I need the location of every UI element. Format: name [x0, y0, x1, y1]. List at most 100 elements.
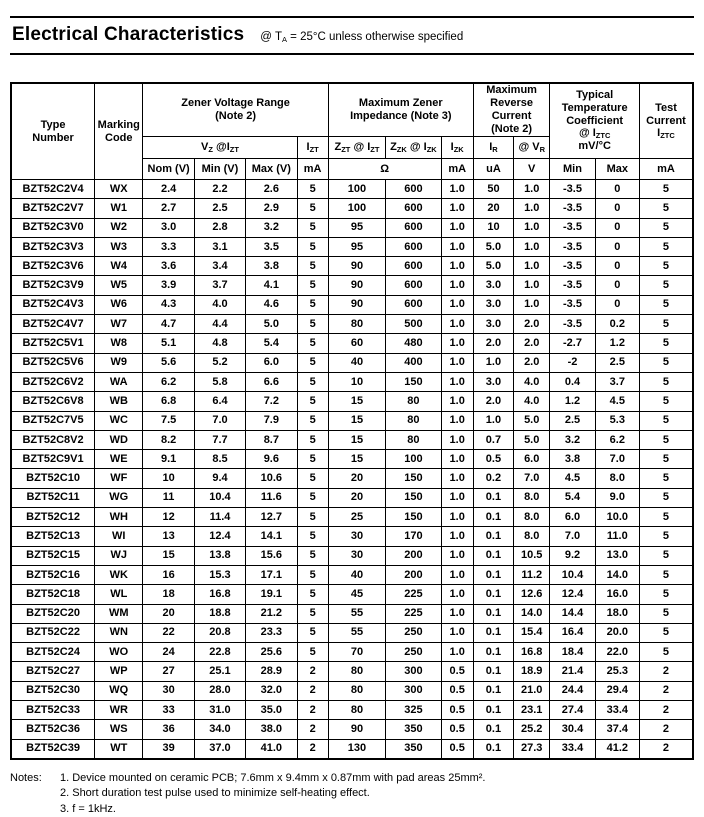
- cell-vz-min: 25.1: [193, 661, 247, 682]
- cell-vz-max: 6.0: [245, 352, 298, 373]
- table-row: BZT52C2V4 WX 2.4 2.2 2.6 5 100 600 1.0 50 1.0 -3.5 0…: [10, 178, 694, 200]
- cell-type-number: BZT52C11: [10, 487, 96, 509]
- cell-temp-coeff-max: 6.2: [594, 429, 640, 451]
- col-header-type-number: Type Number: [10, 82, 96, 180]
- cell-vz-nom: 15: [142, 545, 195, 566]
- cell-temp-coeff-min: 33.4: [549, 738, 596, 760]
- cell-izt: 5: [296, 564, 329, 586]
- cell-marking-code: WB: [94, 391, 144, 412]
- cell-reverse-voltage-vr: 1.0: [513, 256, 551, 277]
- cell-temp-coeff-min: 0.4: [549, 371, 596, 393]
- cell-type-number: BZT52C24: [10, 642, 96, 663]
- cell-reverse-voltage-vr: 23.1: [513, 700, 551, 721]
- cell-vz-max: 3.2: [245, 217, 298, 238]
- cell-vz-nom: 27: [142, 661, 195, 682]
- cell-vz-max: 14.1: [245, 526, 298, 547]
- cell-zzt-impedance: 90: [327, 719, 387, 740]
- cell-vz-min: 28.0: [193, 680, 247, 702]
- table-row: BZT52C18 WL 18 16.8 19.1 5 45 225 1.0 0.1 12.6 12.4…: [10, 584, 694, 605]
- cell-vz-nom: 39: [142, 738, 195, 760]
- cell-vz-nom: 20: [142, 603, 195, 624]
- cell-temp-coeff-max: 14.0: [594, 564, 640, 586]
- table-row: BZT52C22 WN 22 20.8 23.3 5 55 250 1.0 0.1 15.4 16.4…: [10, 622, 694, 644]
- electrical-characteristics-table: Type Number Marking Code Zener Voltage Ran…: [10, 82, 694, 760]
- cell-vz-nom: 6.2: [142, 371, 195, 393]
- cell-marking-code: WN: [94, 622, 144, 644]
- cell-izt: 5: [296, 217, 329, 238]
- cell-zzk-impedance: 250: [385, 642, 442, 663]
- table-row: BZT52C6V2 WA 6.2 5.8 6.6 5 10 150 1.0 3.0 4.0 0.4 3.…: [10, 371, 694, 393]
- cell-reverse-current-ir: 3.0: [472, 314, 515, 335]
- cell-vz-nom: 36: [142, 719, 195, 740]
- cell-zzk-impedance: 500: [385, 314, 442, 335]
- cell-reverse-voltage-vr: 1.0: [513, 178, 551, 200]
- cell-type-number: BZT52C2V7: [10, 198, 96, 219]
- cell-vz-max: 10.6: [245, 468, 298, 489]
- cell-reverse-current-ir: 0.1: [472, 545, 515, 566]
- cell-temp-coeff-max: 0: [594, 236, 640, 258]
- cell-marking-code: W5: [94, 275, 144, 296]
- cell-marking-code: WH: [94, 507, 144, 528]
- cell-reverse-voltage-vr: 4.0: [513, 391, 551, 412]
- cell-type-number: BZT52C5V1: [10, 333, 96, 354]
- cell-izt: 5: [296, 391, 329, 412]
- cell-izk: 1.0: [440, 178, 474, 200]
- cell-zzk-impedance: 480: [385, 333, 442, 354]
- cell-zzt-impedance: 20: [327, 487, 387, 509]
- cell-izk: 1.0: [440, 391, 474, 412]
- cell-test-current: 5: [638, 487, 694, 509]
- cell-reverse-current-ir: 0.1: [472, 564, 515, 586]
- cell-type-number: BZT52C6V2: [10, 371, 96, 393]
- cell-test-current: 5: [638, 371, 694, 393]
- cell-zzk-impedance: 600: [385, 294, 442, 316]
- cell-temp-coeff-max: 22.0: [594, 642, 640, 663]
- cell-zzk-impedance: 250: [385, 622, 442, 644]
- cell-reverse-voltage-vr: 1.0: [513, 275, 551, 296]
- cell-reverse-current-ir: 0.1: [472, 507, 515, 528]
- cell-vz-max: 32.0: [245, 680, 298, 702]
- table-row: BZT52C27 WP 27 25.1 28.9 2 80 300 0.5 0.1 18.9 21.4…: [10, 661, 694, 682]
- cell-test-current: 2: [638, 700, 694, 721]
- cell-temp-coeff-max: 20.0: [594, 622, 640, 644]
- cell-type-number: BZT52C27: [10, 661, 96, 682]
- cell-izk: 1.0: [440, 564, 474, 586]
- unit-nom-v: Nom (V): [142, 158, 195, 180]
- cell-vz-nom: 9.1: [142, 449, 195, 470]
- cell-izt: 5: [296, 371, 329, 393]
- cell-zzt-impedance: 15: [327, 410, 387, 431]
- cell-marking-code: WM: [94, 603, 144, 624]
- cell-temp-coeff-min: 2.5: [549, 410, 596, 431]
- cell-zzt-impedance: 55: [327, 622, 387, 644]
- cell-reverse-current-ir: 0.1: [472, 719, 515, 740]
- cell-vz-max: 7.9: [245, 410, 298, 431]
- cell-marking-code: WT: [94, 738, 144, 760]
- cell-reverse-voltage-vr: 4.0: [513, 371, 551, 393]
- cell-izt: 5: [296, 545, 329, 566]
- cell-izk: 1.0: [440, 256, 474, 277]
- cell-type-number: BZT52C3V9: [10, 275, 96, 296]
- cell-izt: 5: [296, 275, 329, 296]
- cell-zzk-impedance: 200: [385, 545, 442, 566]
- cell-reverse-voltage-vr: 1.0: [513, 198, 551, 219]
- cell-vz-nom: 11: [142, 487, 195, 509]
- cell-temp-coeff-max: 33.4: [594, 700, 640, 721]
- cell-vz-max: 4.6: [245, 294, 298, 316]
- cell-reverse-current-ir: 0.1: [472, 680, 515, 702]
- cell-izt: 2: [296, 661, 329, 682]
- cell-vz-min: 7.7: [193, 429, 247, 451]
- cell-izk: 1.0: [440, 333, 474, 354]
- cell-vz-min: 5.2: [193, 352, 247, 373]
- table-row: BZT52C36 WS 36 34.0 38.0 2 90 350 0.5 0.1 25.2 30.4…: [10, 719, 694, 740]
- cell-marking-code: WC: [94, 410, 144, 431]
- cell-izt: 5: [296, 314, 329, 335]
- cell-test-current: 5: [638, 256, 694, 277]
- cell-temp-coeff-min: 24.4: [549, 680, 596, 702]
- cell-type-number: BZT52C16: [10, 564, 96, 586]
- cell-vz-nom: 18: [142, 584, 195, 605]
- cell-zzt-impedance: 90: [327, 275, 387, 296]
- cell-temp-coeff-min: 27.4: [549, 700, 596, 721]
- cell-reverse-current-ir: 0.1: [472, 700, 515, 721]
- cell-reverse-voltage-vr: 10.5: [513, 545, 551, 566]
- cell-zzt-impedance: 80: [327, 314, 387, 335]
